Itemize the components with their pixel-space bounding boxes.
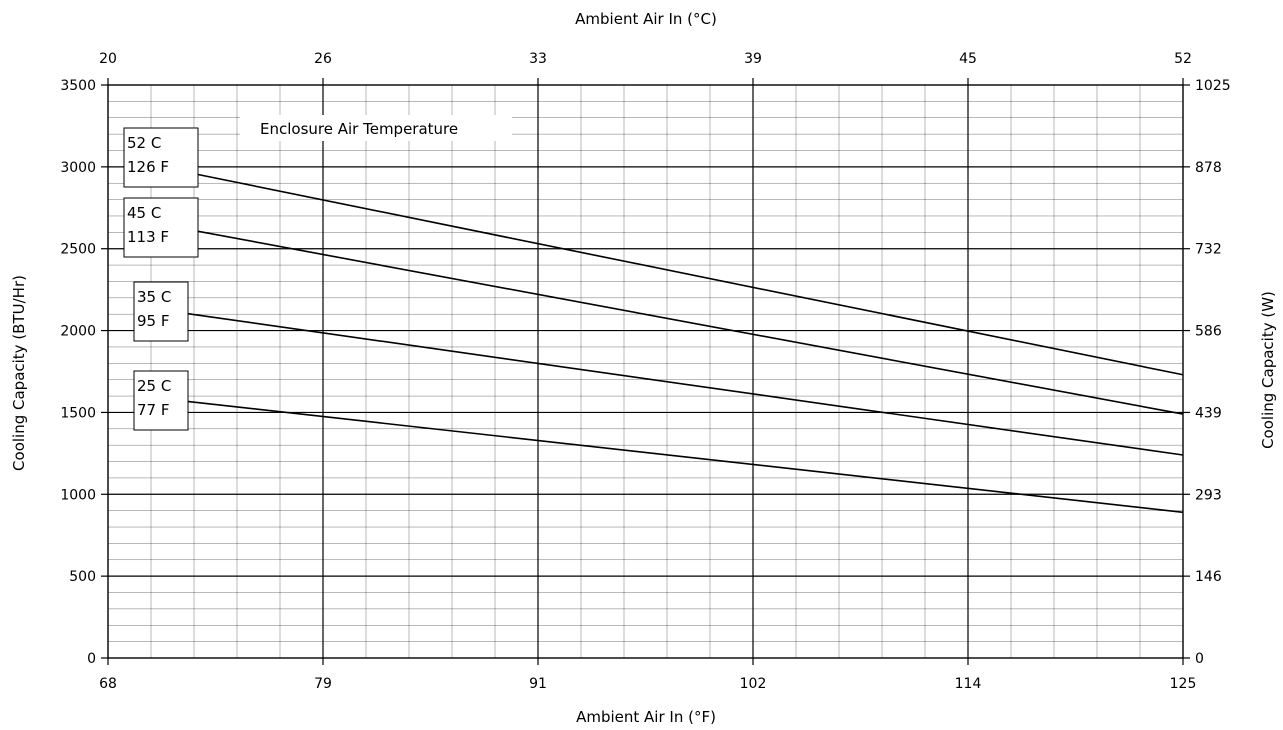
series-layer <box>168 167 1184 514</box>
curve-label-fahrenheit: 126 F <box>127 158 169 176</box>
curve-label-layer: 52 C 126 F 45 C 113 F 35 C 95 F 25 C 77 F <box>123 127 199 431</box>
curve-label-celsius: 25 C <box>137 377 171 395</box>
y-left-tick-label: 0 <box>87 651 96 667</box>
y-left-tick-label: 3500 <box>60 78 96 94</box>
y-right-tick-label: 439 <box>1195 405 1222 421</box>
x-bottom-tick-label: 68 <box>99 676 117 692</box>
x-axis-title-bottom: Ambient Air In (°F) <box>576 708 716 726</box>
x-axis-title-top: Ambient Air In (°C) <box>575 10 717 28</box>
x-bottom-tick-label: 79 <box>314 676 332 692</box>
curve-label-celsius: 52 C <box>127 134 161 152</box>
y-right-tick-label: 0 <box>1195 651 1204 667</box>
x-bottom-tick-label: 102 <box>740 676 767 692</box>
curve-label-celsius: 35 C <box>137 288 171 306</box>
x-top-tick-label: 52 <box>1174 51 1192 67</box>
y-left-tick-label: 2000 <box>60 324 96 340</box>
y-right-tick-label: 293 <box>1195 487 1222 503</box>
x-top-tick-label: 26 <box>314 51 332 67</box>
curve-label-box <box>133 281 189 342</box>
enclosure-air-temperature-annotation: Enclosure Air Temperature <box>260 120 458 138</box>
y-axis-title-left: Cooling Capacity (BTU/Hr) <box>10 275 28 471</box>
plot-frame <box>107 84 1184 659</box>
curve-label-box <box>123 127 199 188</box>
y-right-tick-label: 146 <box>1195 569 1222 585</box>
x-bottom-tick-label: 125 <box>1170 676 1197 692</box>
x-top-tick-label: 45 <box>959 51 977 67</box>
y-axis-title-right: Cooling Capacity (W) <box>1259 291 1277 449</box>
y-left-tick-label: 2500 <box>60 242 96 258</box>
series-line <box>168 167 1184 376</box>
tick-label-layer: 68 79 91 102 114 125 20 26 33 39 45 52 0 500 1000 1500 2… <box>60 51 1230 692</box>
curve-label-fahrenheit: 113 F <box>127 228 169 246</box>
x-bottom-tick-label: 114 <box>955 676 982 692</box>
y-left-tick-label: 3000 <box>60 160 96 176</box>
grid-layer <box>108 85 1183 658</box>
y-left-tick-label: 500 <box>69 569 96 585</box>
x-bottom-tick-label: 91 <box>529 676 547 692</box>
y-right-tick-label: 732 <box>1195 242 1222 258</box>
curve-label-fahrenheit: 95 F <box>137 312 169 330</box>
series-line <box>168 225 1184 415</box>
x-top-tick-label: 39 <box>744 51 762 67</box>
y-left-tick-label: 1000 <box>60 487 96 503</box>
curve-label-celsius: 45 C <box>127 204 161 222</box>
curve-label-box <box>123 197 199 258</box>
x-top-tick-label: 20 <box>99 51 117 67</box>
y-right-tick-label: 878 <box>1195 160 1222 176</box>
annotation-background <box>240 115 512 141</box>
series-line <box>168 398 1184 514</box>
curve-label-box <box>133 370 189 431</box>
y-left-tick-label: 1500 <box>60 405 96 421</box>
y-right-tick-label: 586 <box>1195 324 1222 340</box>
curve-label-fahrenheit: 77 F <box>137 401 169 419</box>
y-right-tick-label: 1025 <box>1195 78 1231 94</box>
plot-border <box>107 84 1184 659</box>
series-line <box>168 310 1184 456</box>
x-top-tick-label: 33 <box>529 51 547 67</box>
